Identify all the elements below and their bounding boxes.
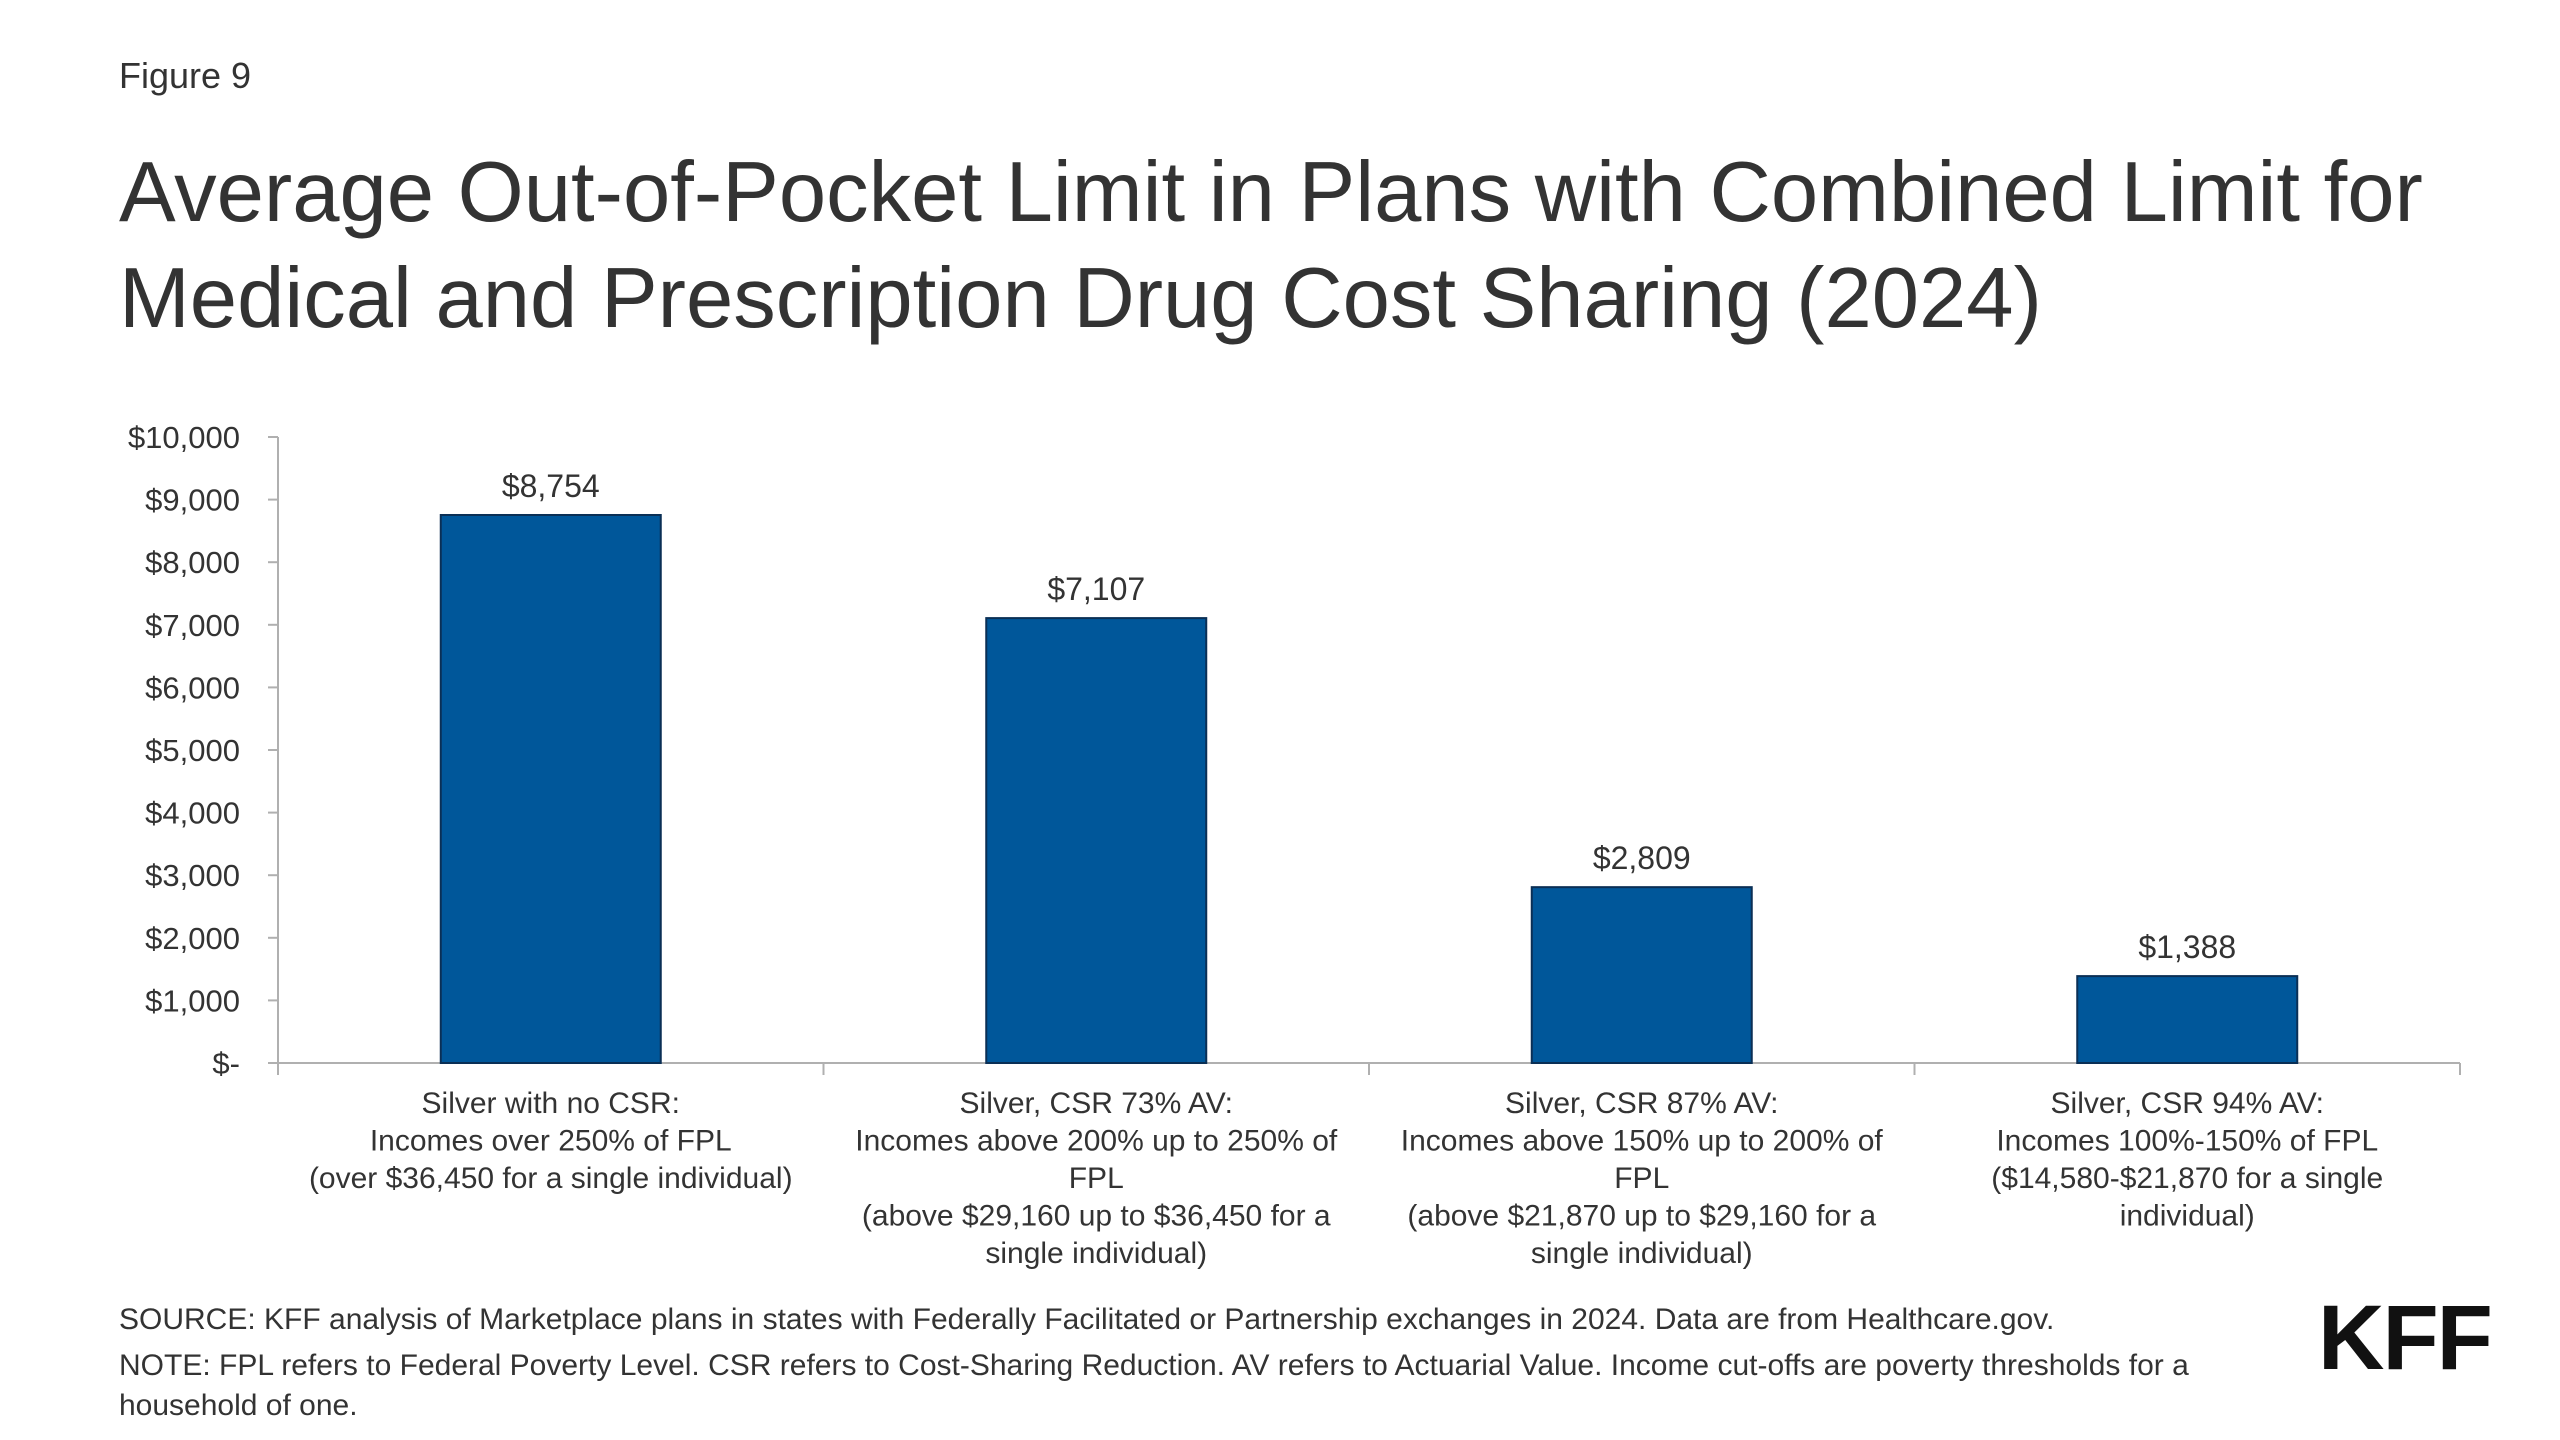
category-label-line: Silver, CSR 87% AV: [1505,1087,1778,1120]
source-note: SOURCE: KFF analysis of Marketplace plan… [119,1303,2055,1336]
category-label: Silver, CSR 73% AV: Incomes above 200% up… [855,1087,1338,1270]
y-tick-label: $7,000 [145,608,240,643]
y-tick-label: $5,000 [145,733,240,768]
y-tick-label: $10,000 [128,420,240,455]
category-label-line: FPL [1069,1162,1124,1195]
data-label: $8,754 [502,468,600,504]
bar [2076,975,2299,1065]
bar [439,513,662,1064]
data-label: $7,107 [1047,571,1145,607]
category-label-line: single individual) [1531,1237,1753,1270]
note-text: NOTE: FPL refers to Federal Poverty Leve… [119,1349,2189,1422]
category-label-line: (over $36,450 for a single individual) [309,1162,793,1195]
y-tick-label: $4,000 [145,796,240,831]
figure-label: Figure 9 [119,55,252,96]
footer: SOURCE: KFF analysis of Marketplace plan… [119,1300,2259,1426]
y-tick-label: $- [212,1046,240,1081]
category-label-line: Incomes 100%-150% of FPL [1996,1125,2378,1158]
y-tick-label: $6,000 [145,670,240,705]
category-label-line: (above $21,870 up to $29,160 for a [1407,1200,1876,1233]
y-tick-label: $2,000 [145,921,240,956]
category-label: Silver, CSR 87% AV: Incomes above 150% up… [1401,1087,1884,1270]
y-tick-label: $3,000 [145,858,240,893]
data-label: $2,809 [1593,840,1691,876]
category-label-line: Incomes above 150% up to 200% of [1401,1125,1884,1158]
category-label: Silver with no CSR: Incomes over 250% of … [309,1087,793,1195]
data-label: $1,388 [2138,929,2236,965]
bar [1530,886,1753,1065]
category-label-line: single individual) [985,1237,1207,1270]
y-tick-label: $9,000 [145,483,240,518]
category-label-line: ($14,580-$21,870 for a single [1991,1162,2383,1195]
chart-title: Average Out-of-Pocket Limit in Plans wit… [119,145,2423,346]
bar [985,617,1208,1064]
category-label-line: Incomes over 250% of FPL [370,1125,732,1158]
category-label-line: Silver, CSR 94% AV: [2051,1087,2324,1120]
category-label-line: FPL [1614,1162,1669,1195]
y-tick-label: $8,000 [145,545,240,580]
category-label-line: individual) [2120,1200,2255,1233]
category-label-line: (above $29,160 up to $36,450 for a [862,1200,1331,1233]
category-label-line: Silver with no CSR: [422,1087,680,1120]
category-label-line: Incomes above 200% up to 250% of [855,1125,1338,1158]
y-tick-label: $1,000 [145,983,240,1018]
bar-chart: $- $1,000 $2,000 $3,000 $4,000 $5,000 $6,000 $7… [128,420,2461,1270]
category-label-line: Silver, CSR 73% AV: [960,1087,1233,1120]
kff-logo: KFF [2318,1287,2493,1389]
category-label: Silver, CSR 94% AV: Incomes 100%-150% of … [1991,1087,2383,1233]
